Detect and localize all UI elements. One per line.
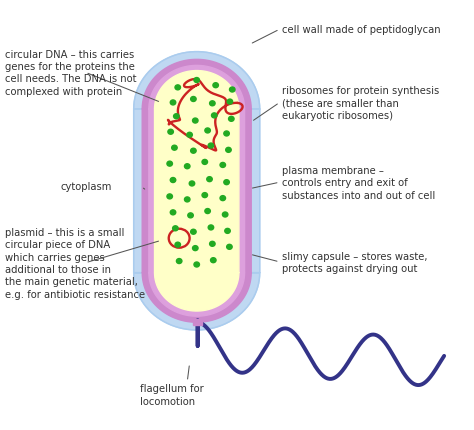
Circle shape xyxy=(210,101,215,107)
Circle shape xyxy=(205,129,210,134)
Circle shape xyxy=(170,178,176,183)
Circle shape xyxy=(208,144,214,149)
Circle shape xyxy=(202,193,208,198)
Circle shape xyxy=(210,258,216,263)
Circle shape xyxy=(173,226,178,231)
FancyBboxPatch shape xyxy=(193,319,202,326)
Text: cytoplasm: cytoplasm xyxy=(61,182,112,192)
Circle shape xyxy=(224,132,229,137)
Circle shape xyxy=(170,210,176,215)
Text: plasma membrane –
controls entry and exit of
substances into and out of cell: plasma membrane – controls entry and exi… xyxy=(282,166,435,200)
Circle shape xyxy=(224,180,229,185)
Circle shape xyxy=(175,86,181,91)
Circle shape xyxy=(167,194,173,200)
Circle shape xyxy=(226,148,231,153)
Circle shape xyxy=(192,246,198,251)
Circle shape xyxy=(167,162,173,167)
Circle shape xyxy=(228,117,234,122)
Circle shape xyxy=(172,146,177,151)
Circle shape xyxy=(187,133,192,138)
Circle shape xyxy=(184,164,190,169)
Circle shape xyxy=(188,213,193,218)
Circle shape xyxy=(205,209,210,214)
Text: plasmid – this is a small
circular piece of DNA
which carries genes
additional t: plasmid – this is a small circular piece… xyxy=(5,227,145,299)
Circle shape xyxy=(175,243,181,248)
Circle shape xyxy=(189,181,195,187)
Polygon shape xyxy=(149,66,245,316)
Circle shape xyxy=(170,101,176,106)
Circle shape xyxy=(225,229,230,234)
Circle shape xyxy=(191,97,196,102)
Text: cell wall made of peptidoglycan: cell wall made of peptidoglycan xyxy=(282,25,441,35)
Circle shape xyxy=(194,262,200,267)
Text: flagellum for
locomotion: flagellum for locomotion xyxy=(140,384,203,406)
Circle shape xyxy=(210,242,215,247)
Circle shape xyxy=(194,78,200,83)
Circle shape xyxy=(173,114,179,120)
Circle shape xyxy=(176,259,182,264)
Circle shape xyxy=(213,83,219,89)
Text: slimy capsule – stores waste,
protects against drying out: slimy capsule – stores waste, protects a… xyxy=(282,251,428,273)
Circle shape xyxy=(227,100,233,105)
Polygon shape xyxy=(142,60,251,322)
Circle shape xyxy=(208,225,214,230)
Circle shape xyxy=(191,230,196,235)
Circle shape xyxy=(222,212,228,218)
Text: ribosomes for protein synthesis
(these are smaller than
eukaryotic ribosomes): ribosomes for protein synthesis (these a… xyxy=(282,86,439,120)
Circle shape xyxy=(220,196,226,201)
Text: circular DNA – this carries
genes for the proteins the
cell needs. The DNA is no: circular DNA – this carries genes for th… xyxy=(5,49,136,97)
Circle shape xyxy=(202,160,208,165)
Circle shape xyxy=(211,114,217,119)
Circle shape xyxy=(207,177,212,182)
Circle shape xyxy=(168,130,173,135)
Polygon shape xyxy=(134,52,260,330)
Circle shape xyxy=(220,163,226,168)
Circle shape xyxy=(191,149,196,154)
Circle shape xyxy=(227,245,232,250)
Circle shape xyxy=(184,197,190,203)
Polygon shape xyxy=(155,71,239,311)
Circle shape xyxy=(229,88,235,93)
Circle shape xyxy=(192,119,198,124)
